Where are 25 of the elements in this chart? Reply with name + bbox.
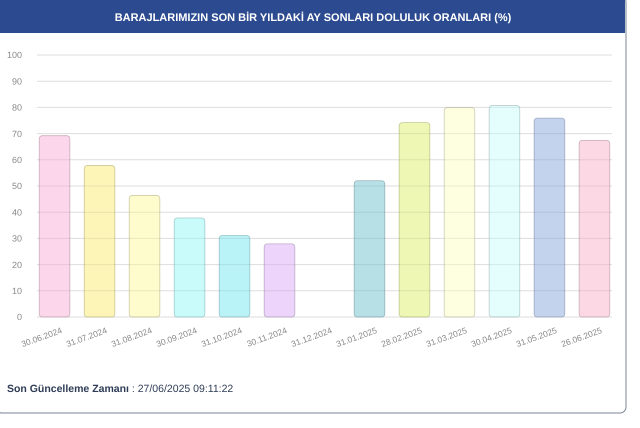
bar [488,105,520,318]
bar [38,135,70,318]
y-tick-label: 0 [16,312,22,322]
bar [218,235,250,318]
bar [264,244,296,318]
bar [398,122,430,318]
text: Son Güncelleme Zamanı : 27/06/2025 09:11:22 [7,383,234,395]
bar [534,118,566,318]
y-tick-label: 60 [12,154,22,165]
bar [578,140,610,318]
y-tick-label: 40 [12,207,22,218]
bar [174,218,206,318]
y-tick-label: 30 [12,234,22,244]
bar [444,107,476,318]
bar [84,165,116,318]
y-tick-label: 20 [12,260,22,270]
y-tick-label: 100 [6,50,22,60]
y-tick-label: 90 [12,76,22,86]
bar [128,195,160,318]
y-tick-label: 80 [12,102,22,113]
y-tick-label: 70 [12,128,22,139]
bar [354,180,386,318]
y-tick-label: 10 [12,286,22,296]
chart-title: BARAJLARIMIZIN SON BİR YILDAKİ AY SONLARI DOLULUK ORANLARI (%) [114,11,512,24]
y-tick-label: 50 [12,181,22,192]
